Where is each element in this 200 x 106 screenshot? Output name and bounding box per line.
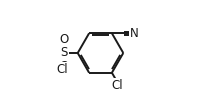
Text: O: O <box>59 60 68 73</box>
Text: Cl: Cl <box>56 63 67 76</box>
Text: S: S <box>60 47 67 59</box>
Text: N: N <box>129 27 138 40</box>
Text: O: O <box>59 33 68 46</box>
Text: Cl: Cl <box>111 79 122 91</box>
